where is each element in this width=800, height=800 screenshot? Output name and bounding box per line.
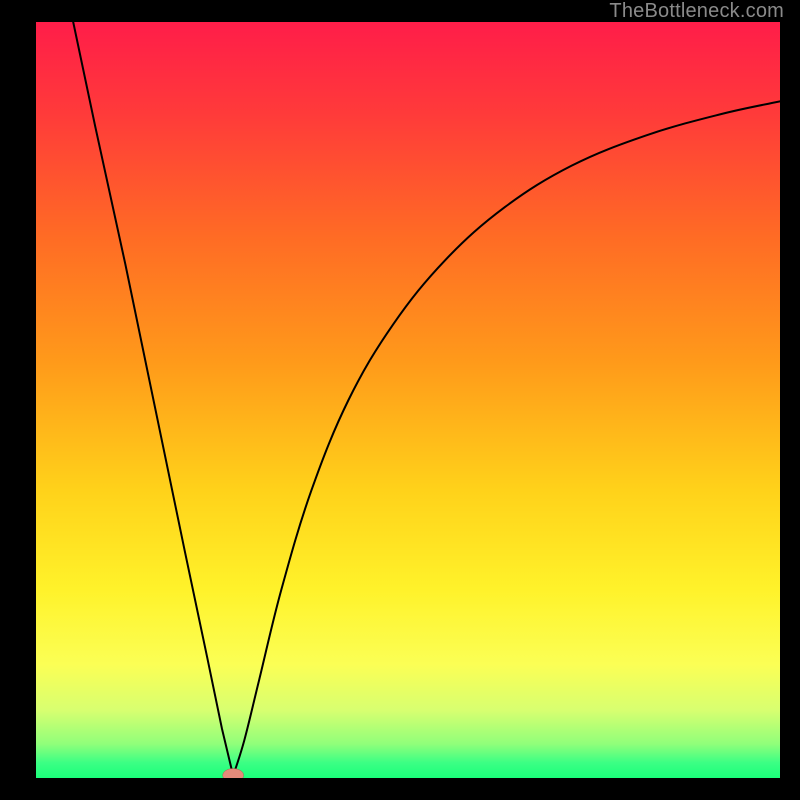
chart-svg	[36, 22, 780, 778]
plot-area	[36, 22, 780, 778]
gradient-background	[36, 22, 780, 778]
watermark-text: TheBottleneck.com	[609, 0, 784, 23]
chart-frame: TheBottleneck.com	[0, 0, 800, 800]
